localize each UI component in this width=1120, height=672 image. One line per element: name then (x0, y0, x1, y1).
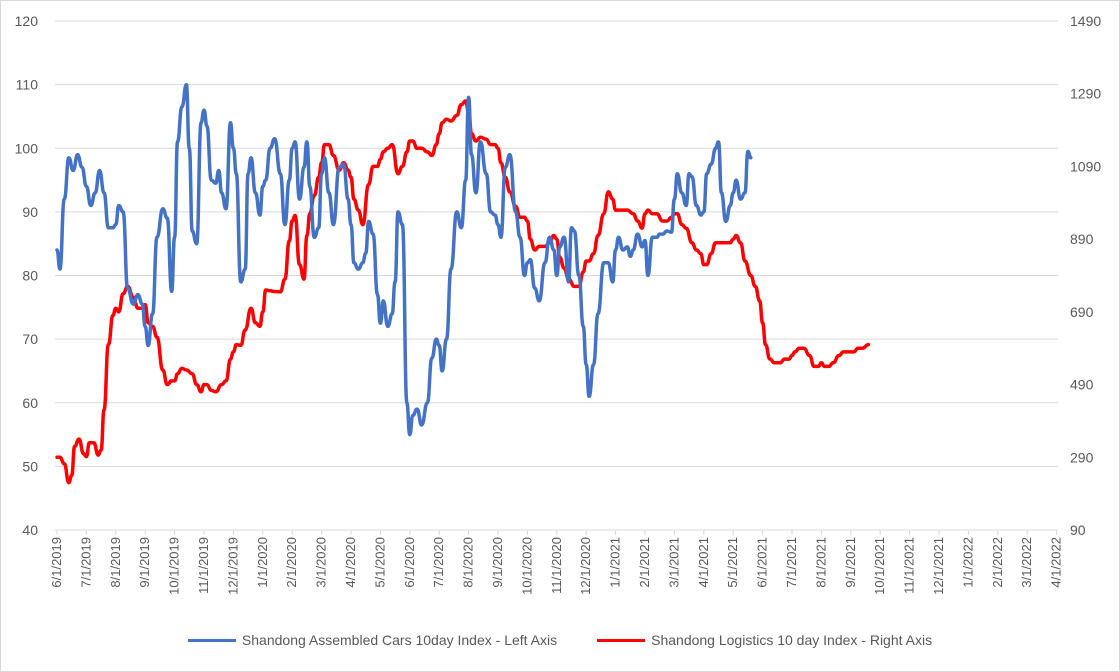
x-tick-label: 11/1/2019 (196, 537, 211, 594)
left-tick-label: 100 (15, 140, 39, 156)
x-axis-ticks: 6/1/2019 7/1/2019 8/1/2019 9/1/2019 10/1/201… (49, 530, 1064, 595)
left-tick-label: 110 (16, 77, 39, 93)
legend-swatch-logistics (597, 638, 646, 642)
right-tick-label: 890 (1070, 231, 1094, 247)
right-tick-label: 1290 (1070, 86, 1101, 102)
series-line-assembled-cars (55, 82, 753, 437)
x-tick-label: 8/1/2020 (461, 537, 476, 588)
x-tick-label: 3/1/2021 (666, 537, 681, 588)
x-tick-label: 1/1/2021 (608, 537, 623, 588)
x-tick-label: 3/1/2020 (314, 537, 329, 588)
x-tick-label: 1/1/2022 (960, 537, 975, 588)
left-tick-label: 80 (22, 268, 38, 284)
x-tick-label: 12/1/2020 (578, 537, 593, 595)
x-tick-label: 6/1/2020 (402, 537, 417, 588)
left-tick-label: 120 (15, 13, 39, 29)
x-tick-label: 12/1/2021 (931, 537, 946, 595)
legend-item-cars: Shandong Assembled Cars 10day Index - Le… (187, 632, 558, 648)
x-tick-label: 7/1/2020 (431, 537, 446, 588)
left-tick-label: 70 (22, 331, 38, 347)
legend-label-cars: Shandong Assembled Cars 10day Index - Le… (241, 632, 558, 648)
legend-label-logistics: Shandong Logistics 10 day Index - Right … (651, 632, 933, 648)
legend: Shandong Assembled Cars 10day Index - Le… (0, 632, 1120, 648)
x-tick-label: 12/1/2019 (225, 537, 240, 595)
series-line-logistics (55, 99, 871, 485)
x-tick-label: 2/1/2022 (990, 537, 1005, 588)
x-tick-label: 6/1/2021 (755, 537, 770, 588)
x-tick-label: 8/1/2021 (813, 537, 828, 588)
series-lines (55, 82, 871, 485)
x-tick-label: 4/1/2021 (696, 537, 711, 588)
x-tick-label: 4/1/2020 (343, 537, 358, 588)
right-tick-label: 1490 (1070, 13, 1101, 29)
left-axis-ticks: 40 50 60 70 80 90 100 110 120 (15, 13, 39, 538)
x-tick-label: 8/1/2019 (108, 537, 123, 588)
left-tick-label: 50 (22, 458, 38, 474)
x-tick-label: 6/1/2019 (49, 537, 64, 588)
left-tick-label: 40 (22, 522, 38, 538)
x-tick-label: 2/1/2021 (637, 537, 652, 588)
x-tick-label: 11/1/2020 (549, 537, 564, 594)
right-tick-label: 490 (1070, 377, 1094, 393)
x-tick-label: 10/1/2020 (519, 537, 534, 595)
legend-swatch-cars (187, 638, 236, 642)
x-tick-label: 9/1/2021 (843, 537, 858, 588)
x-tick-label: 10/1/2021 (872, 537, 887, 595)
x-tick-label: 3/1/2022 (1019, 537, 1034, 588)
x-tick-label: 4/1/2022 (1049, 537, 1064, 588)
x-tick-label: 1/1/2020 (255, 537, 270, 588)
right-axis-ticks: 90 290 490 690 890 1090 1290 1490 (1070, 13, 1101, 538)
x-tick-label: 9/1/2019 (137, 537, 152, 588)
gridlines (55, 20, 1058, 467)
x-tick-label: 9/1/2020 (490, 537, 505, 588)
right-tick-label: 1090 (1070, 158, 1101, 174)
x-tick-label: 5/1/2021 (725, 537, 740, 588)
x-tick-label: 7/1/2019 (78, 537, 93, 588)
right-tick-label: 690 (1070, 304, 1094, 320)
x-tick-label: 7/1/2021 (784, 537, 799, 588)
left-tick-label: 60 (22, 395, 38, 411)
x-tick-label: 5/1/2020 (372, 537, 387, 588)
x-tick-label: 10/1/2019 (167, 537, 182, 595)
legend-item-logistics: Shandong Logistics 10 day Index - Right … (597, 632, 932, 648)
left-tick-label: 90 (22, 204, 38, 220)
x-tick-label: 11/1/2021 (902, 537, 917, 594)
right-tick-label: 290 (1070, 449, 1094, 465)
right-tick-label: 90 (1070, 522, 1086, 538)
x-tick-label: 2/1/2020 (284, 537, 299, 588)
